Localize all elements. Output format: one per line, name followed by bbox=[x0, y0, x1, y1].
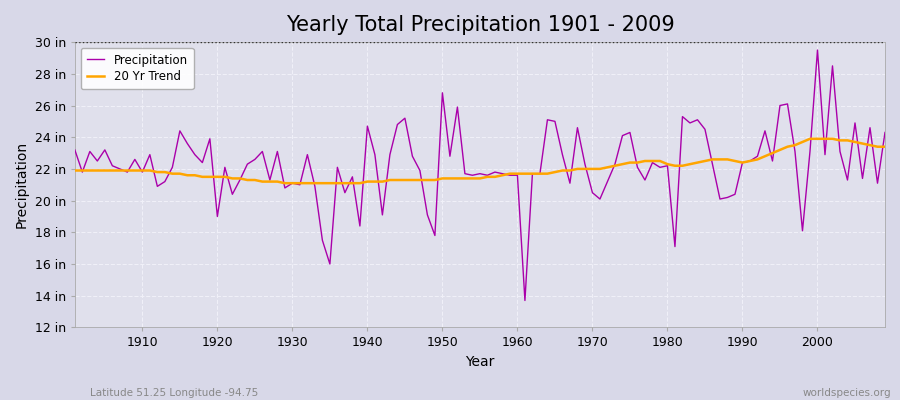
20 Yr Trend bbox=[347, 181, 358, 186]
20 Yr Trend bbox=[879, 144, 890, 149]
20 Yr Trend bbox=[609, 163, 620, 168]
20 Yr Trend bbox=[130, 168, 140, 173]
Title: Yearly Total Precipitation 1901 - 2009: Yearly Total Precipitation 1901 - 2009 bbox=[285, 15, 674, 35]
20 Yr Trend bbox=[519, 171, 530, 176]
20 Yr Trend bbox=[280, 181, 291, 186]
Precipitation bbox=[512, 173, 523, 178]
Precipitation bbox=[339, 190, 350, 195]
20 Yr Trend bbox=[512, 171, 523, 176]
Text: Latitude 51.25 Longitude -94.75: Latitude 51.25 Longitude -94.75 bbox=[90, 388, 258, 398]
Precipitation bbox=[609, 162, 620, 166]
Precipitation bbox=[69, 148, 80, 152]
Y-axis label: Precipitation: Precipitation bbox=[15, 141, 29, 228]
Text: worldspecies.org: worldspecies.org bbox=[803, 388, 891, 398]
X-axis label: Year: Year bbox=[465, 355, 495, 369]
Line: 20 Yr Trend: 20 Yr Trend bbox=[75, 139, 885, 183]
Precipitation bbox=[130, 157, 140, 162]
Precipitation bbox=[294, 182, 305, 187]
20 Yr Trend bbox=[302, 181, 313, 186]
Precipitation bbox=[505, 173, 516, 178]
Line: Precipitation: Precipitation bbox=[75, 50, 885, 300]
Precipitation bbox=[812, 48, 823, 52]
20 Yr Trend bbox=[805, 136, 815, 141]
Precipitation bbox=[519, 298, 530, 303]
Precipitation bbox=[879, 130, 890, 135]
Legend: Precipitation, 20 Yr Trend: Precipitation, 20 Yr Trend bbox=[81, 48, 194, 89]
20 Yr Trend bbox=[69, 168, 80, 173]
